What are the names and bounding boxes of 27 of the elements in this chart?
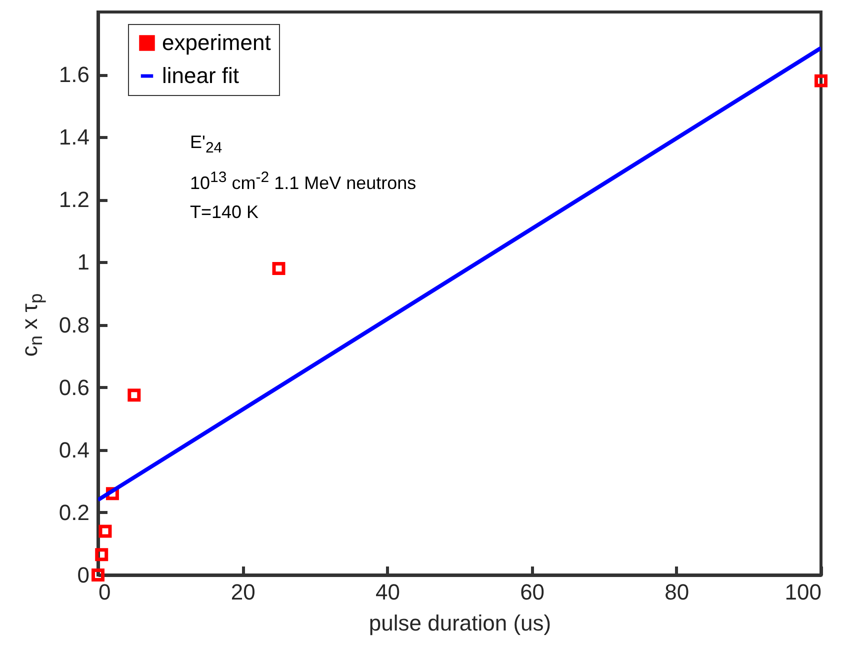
x-tick-label: 100 [784, 580, 822, 604]
point [98, 524, 112, 538]
point [272, 262, 286, 275]
x-tick-label: 20 [230, 580, 256, 604]
point [95, 548, 108, 562]
x-axis-title: pulse duration (us) [368, 610, 552, 636]
point [814, 74, 828, 88]
x-tick-label: 40 [375, 580, 400, 604]
annotation: E'$_{24}$ [190, 131, 224, 159]
annotation: T=140 K [190, 200, 260, 224]
y-tick-label: 0.2 [58, 500, 90, 525]
legend-label: linear fit [162, 63, 240, 88]
annotation: 10$^{13}$ cm$^{-2}$ 1.1 MeV neutrons [190, 168, 416, 195]
x-tick-label: 60 [520, 580, 545, 604]
y-tick-label: 1.4 [58, 124, 90, 150]
y-tick-label: 0.8 [58, 312, 90, 338]
point [128, 388, 141, 402]
x-tick-label: 80 [664, 580, 690, 604]
y-tick-label: 0.4 [58, 437, 90, 462]
y-tick-label: 1 [77, 250, 90, 275]
x-tick-label: 0 [98, 580, 111, 604]
point [92, 568, 104, 582]
legend-label: experiment [162, 30, 271, 55]
y-tick-label: 1.6 [58, 62, 90, 88]
y-tick-label: 0.6 [58, 374, 90, 400]
y-tick-label: 0 [77, 562, 90, 588]
y-tick-label: 1.2 [58, 187, 90, 212]
